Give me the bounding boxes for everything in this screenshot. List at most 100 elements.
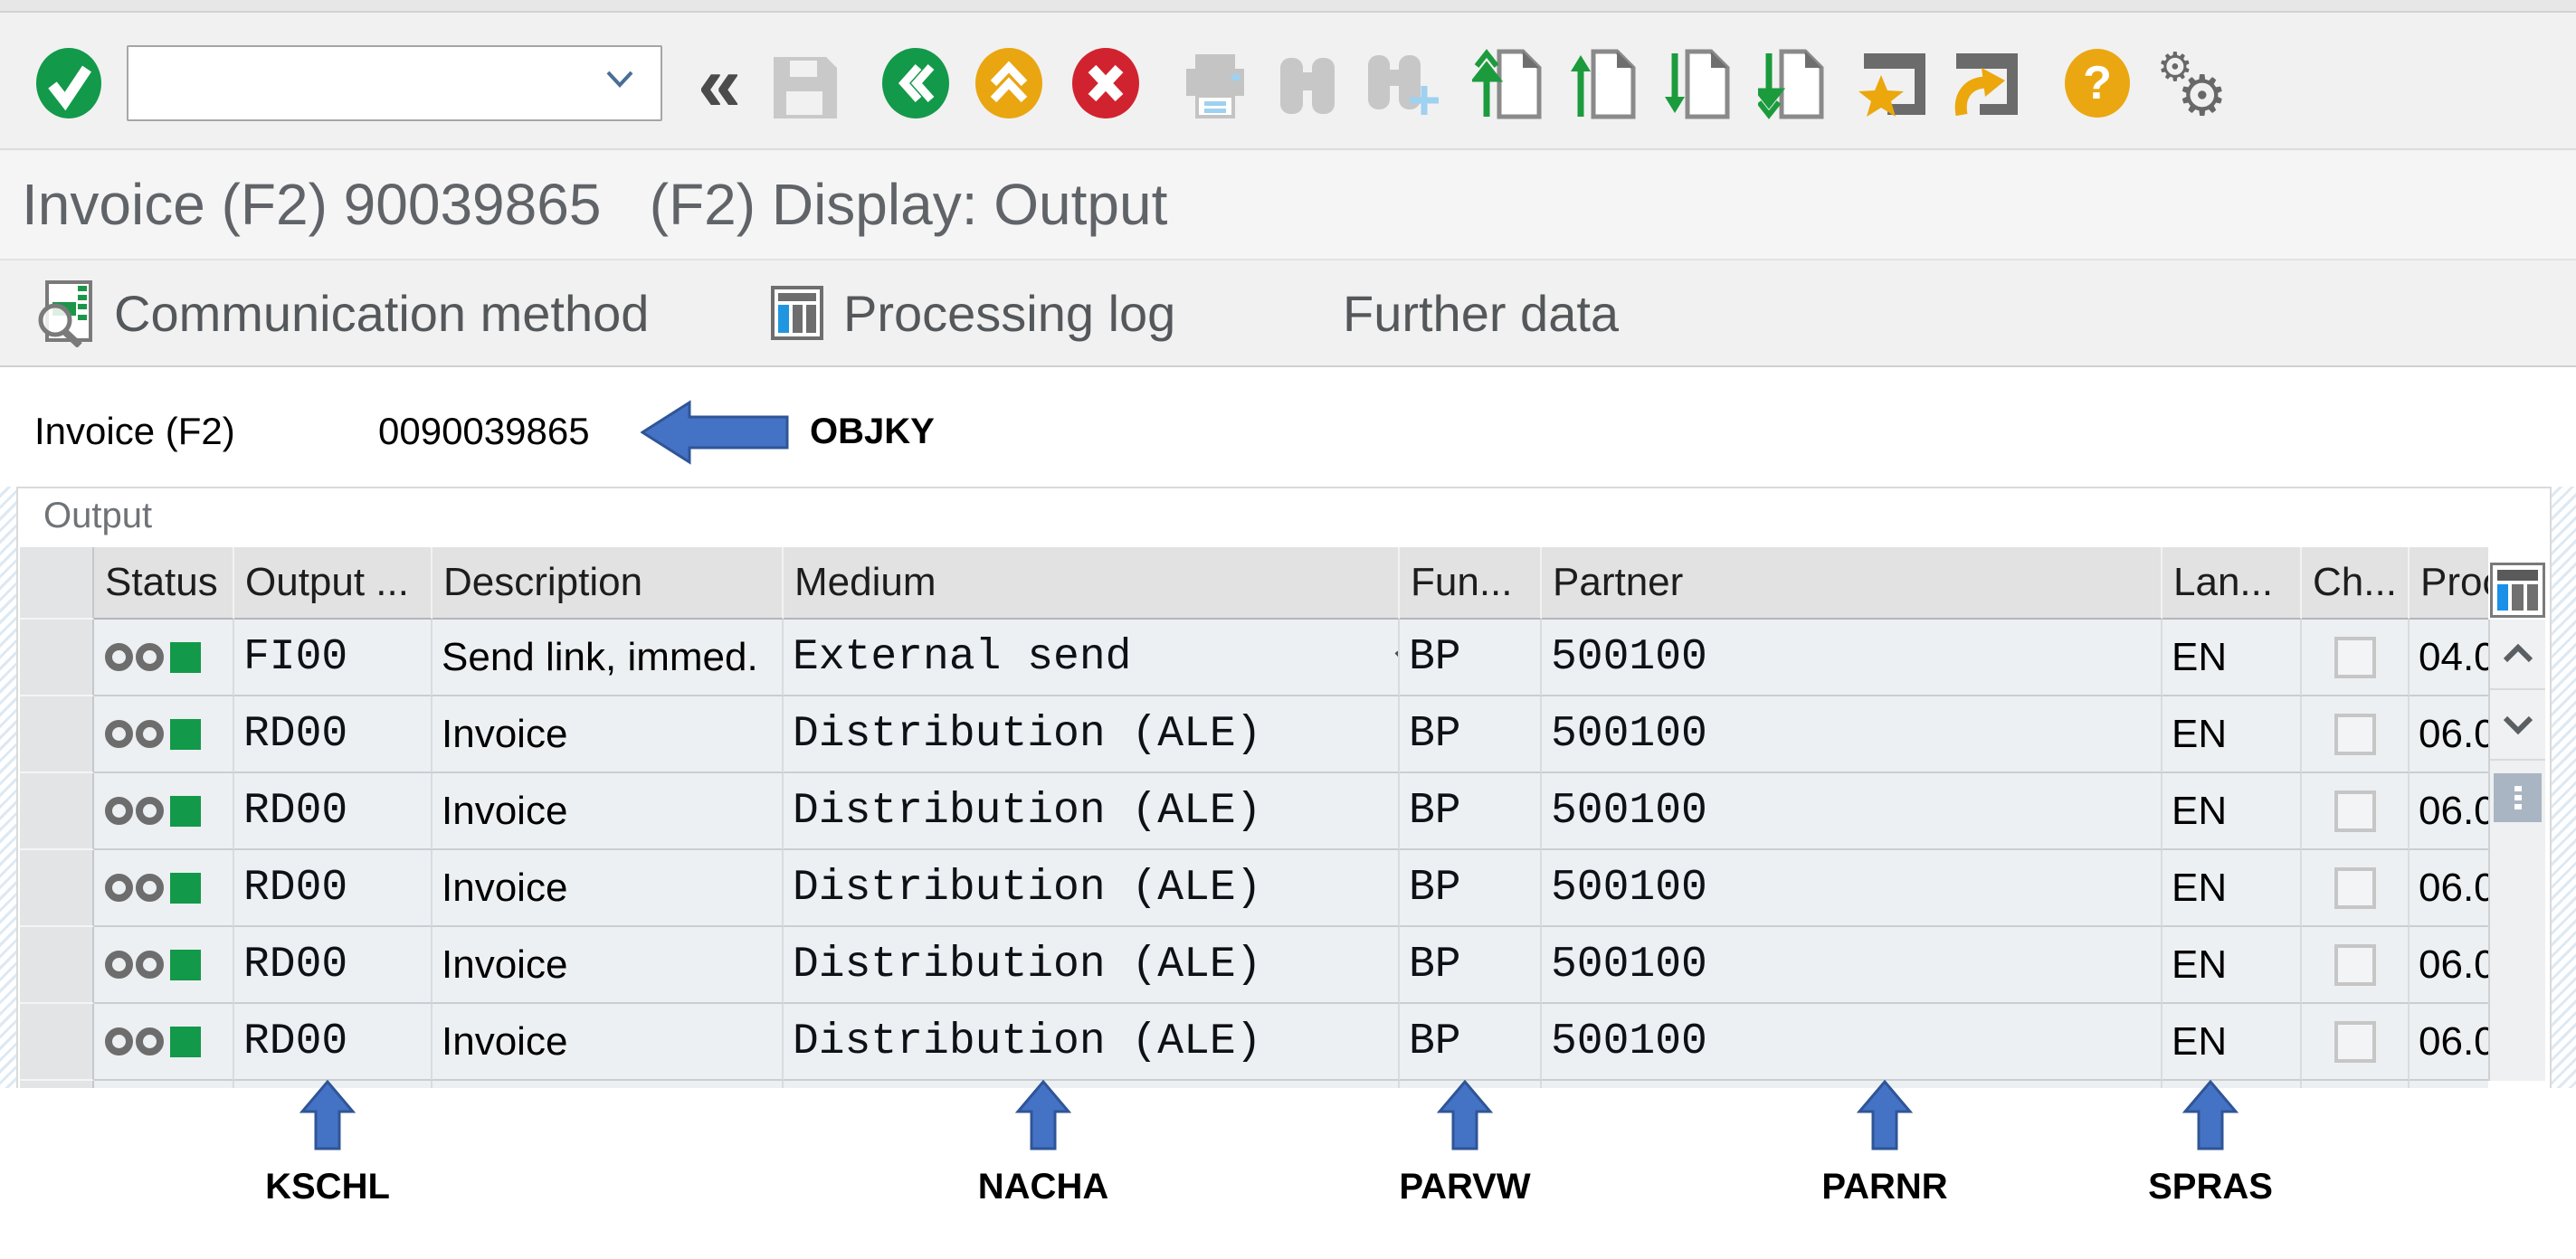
header-processing[interactable]: Proc...	[2410, 547, 2488, 620]
medium-dropdown-cell[interactable]: Distribution (ALE)	[784, 850, 1400, 927]
scroll-up-button[interactable]	[2490, 620, 2545, 690]
save-button[interactable]	[764, 51, 845, 125]
function-cell: BP	[1400, 1004, 1542, 1081]
table-header-row: Status Output ... Description Medium Fun…	[20, 547, 2488, 620]
medium-dropdown-cell[interactable]: Distribution (ALE)	[784, 1004, 1400, 1081]
table-row[interactable]: FI00 Send link, immed. External send BP …	[20, 620, 2488, 696]
gui-actions-button[interactable]	[1947, 45, 2027, 123]
header-partner[interactable]: Partner	[1542, 547, 2163, 620]
row-selector-cell[interactable]	[20, 696, 94, 773]
medium-dropdown-cell[interactable]: Distribution (ALE)	[784, 773, 1400, 850]
back-icon	[882, 48, 949, 118]
further-data-label: Further data	[1343, 284, 1620, 342]
row-selector-cell[interactable]	[20, 1004, 94, 1081]
command-field-dropdown-icon[interactable]	[604, 69, 635, 93]
medium-dropdown-chevron-icon[interactable]	[1261, 696, 1398, 771]
vertical-scrollbar[interactable]	[2488, 620, 2545, 1081]
header-output-type[interactable]: Output ...	[234, 547, 433, 620]
customize-layout-button[interactable]: ⚙ ⚙	[2150, 43, 2233, 125]
previous-page-button[interactable]	[1565, 45, 1640, 123]
collapse-chevrons-icon: «	[698, 41, 741, 128]
changed-checkbox[interactable]	[2334, 713, 2376, 755]
help-button[interactable]: ?	[2061, 47, 2134, 119]
description-cell: Invoice	[433, 850, 784, 927]
header-medium[interactable]: Medium	[784, 547, 1400, 620]
row-selector-cell[interactable]	[20, 850, 94, 927]
medium-dropdown-chevron-icon[interactable]	[1261, 773, 1398, 848]
table-settings-button[interactable]	[2490, 563, 2545, 618]
table-row[interactable]: RD00 Invoice Distribution (ALE) BP 50010…	[20, 773, 2488, 850]
back-button[interactable]	[879, 47, 952, 119]
further-data-button[interactable]: Further data	[1343, 260, 1619, 365]
language-cell: EN	[2163, 773, 2302, 850]
communication-method-button[interactable]: Communication method	[31, 260, 649, 365]
table-row[interactable]: RD00 Invoice Distribution (ALE) BP 50010…	[20, 1004, 2488, 1081]
row-selector-cell[interactable]	[20, 620, 94, 696]
scrollbar-thumb[interactable]	[2494, 773, 2542, 822]
cancel-button[interactable]	[1069, 47, 1142, 119]
row-selector-cell[interactable]	[20, 1081, 94, 1088]
description-cell: Invoice	[433, 927, 784, 1004]
object-field-label: Invoice (F2)	[34, 410, 235, 452]
find-next-icon	[1368, 55, 1439, 115]
table-row[interactable]: RD00 Invoice Distribution (ALE) BP 50010…	[20, 696, 2488, 773]
print-button[interactable]	[1180, 47, 1250, 121]
status-green-square-icon	[170, 949, 201, 980]
table-row[interactable]: RD00 Invoice Distribution (ALE) BP 50010…	[20, 850, 2488, 927]
header-description[interactable]: Description	[433, 547, 784, 620]
medium-dropdown-cell[interactable]: Distribution (ALE)	[784, 927, 1400, 1004]
scroll-down-button[interactable]	[2490, 690, 2545, 761]
medium-dropdown-chevron-icon[interactable]	[1131, 620, 1398, 695]
output-type-cell: RD00	[234, 696, 433, 773]
status-ring-icon	[136, 1027, 164, 1055]
medium-dropdown-cell[interactable]	[784, 1081, 1400, 1088]
right-stripe-margin	[2552, 487, 2576, 1088]
objky-annotation-label: OBJKY	[810, 412, 935, 451]
output-type-cell: RD00	[234, 850, 433, 927]
changed-checkbox[interactable]	[2334, 1020, 2376, 1063]
exit-button[interactable]	[973, 47, 1045, 119]
language-cell	[2163, 1081, 2302, 1088]
row-selector-cell[interactable]	[20, 927, 94, 1004]
header-changed[interactable]: Ch...	[2302, 547, 2410, 620]
changed-checkbox[interactable]	[2334, 790, 2376, 832]
processing-date-cell: 06.0	[2410, 927, 2488, 1004]
medium-dropdown-cell[interactable]: Distribution (ALE)	[784, 696, 1400, 773]
previous-page-icon	[1571, 49, 1636, 119]
left-stripe-margin	[0, 487, 16, 1088]
changed-checkbox[interactable]	[2334, 943, 2376, 986]
table-row[interactable]: RD00 Invoice Distribution (ALE) BP 50010…	[20, 927, 2488, 1004]
enter-button[interactable]	[33, 47, 105, 119]
status-ring-icon	[105, 1027, 133, 1055]
medium-dropdown-cell[interactable]: External send	[784, 620, 1400, 696]
find-next-button[interactable]	[1363, 47, 1440, 121]
processing-log-button[interactable]: Processing log	[771, 260, 1175, 365]
header-language[interactable]: Lan...	[2163, 547, 2302, 620]
language-cell: EN	[2163, 850, 2302, 927]
header-select-all[interactable]	[20, 547, 94, 620]
first-page-button[interactable]	[1471, 45, 1545, 123]
create-shortcut-button[interactable]	[1855, 45, 1934, 123]
last-page-button[interactable]	[1757, 45, 1831, 123]
medium-dropdown-chevron-icon[interactable]	[1261, 1004, 1398, 1079]
next-page-button[interactable]	[1663, 45, 1737, 123]
find-button[interactable]	[1270, 47, 1345, 121]
medium-dropdown-chevron-icon[interactable]	[1261, 927, 1398, 1002]
partner-cell: 500100	[1542, 1004, 2163, 1081]
header-status[interactable]: Status	[94, 547, 234, 620]
header-function[interactable]: Fun...	[1400, 547, 1542, 620]
row-selector-cell[interactable]	[20, 773, 94, 850]
language-cell: EN	[2163, 696, 2302, 773]
partner-cell: 500100	[1542, 927, 2163, 1004]
changed-checkbox[interactable]	[2334, 636, 2376, 678]
changed-checkbox[interactable]	[2334, 866, 2376, 909]
command-field-input[interactable]	[127, 45, 662, 121]
medium-dropdown-chevron-icon[interactable]	[1261, 850, 1398, 925]
next-page-icon	[1665, 49, 1730, 119]
communication-method-icon	[38, 280, 92, 347]
language-cell: EN	[2163, 620, 2302, 696]
status-cell	[94, 620, 234, 696]
table-row[interactable]	[20, 1081, 2488, 1088]
spras-arrow-icon	[2182, 1080, 2239, 1150]
collapse-toolbar-button[interactable]: «	[688, 45, 751, 123]
